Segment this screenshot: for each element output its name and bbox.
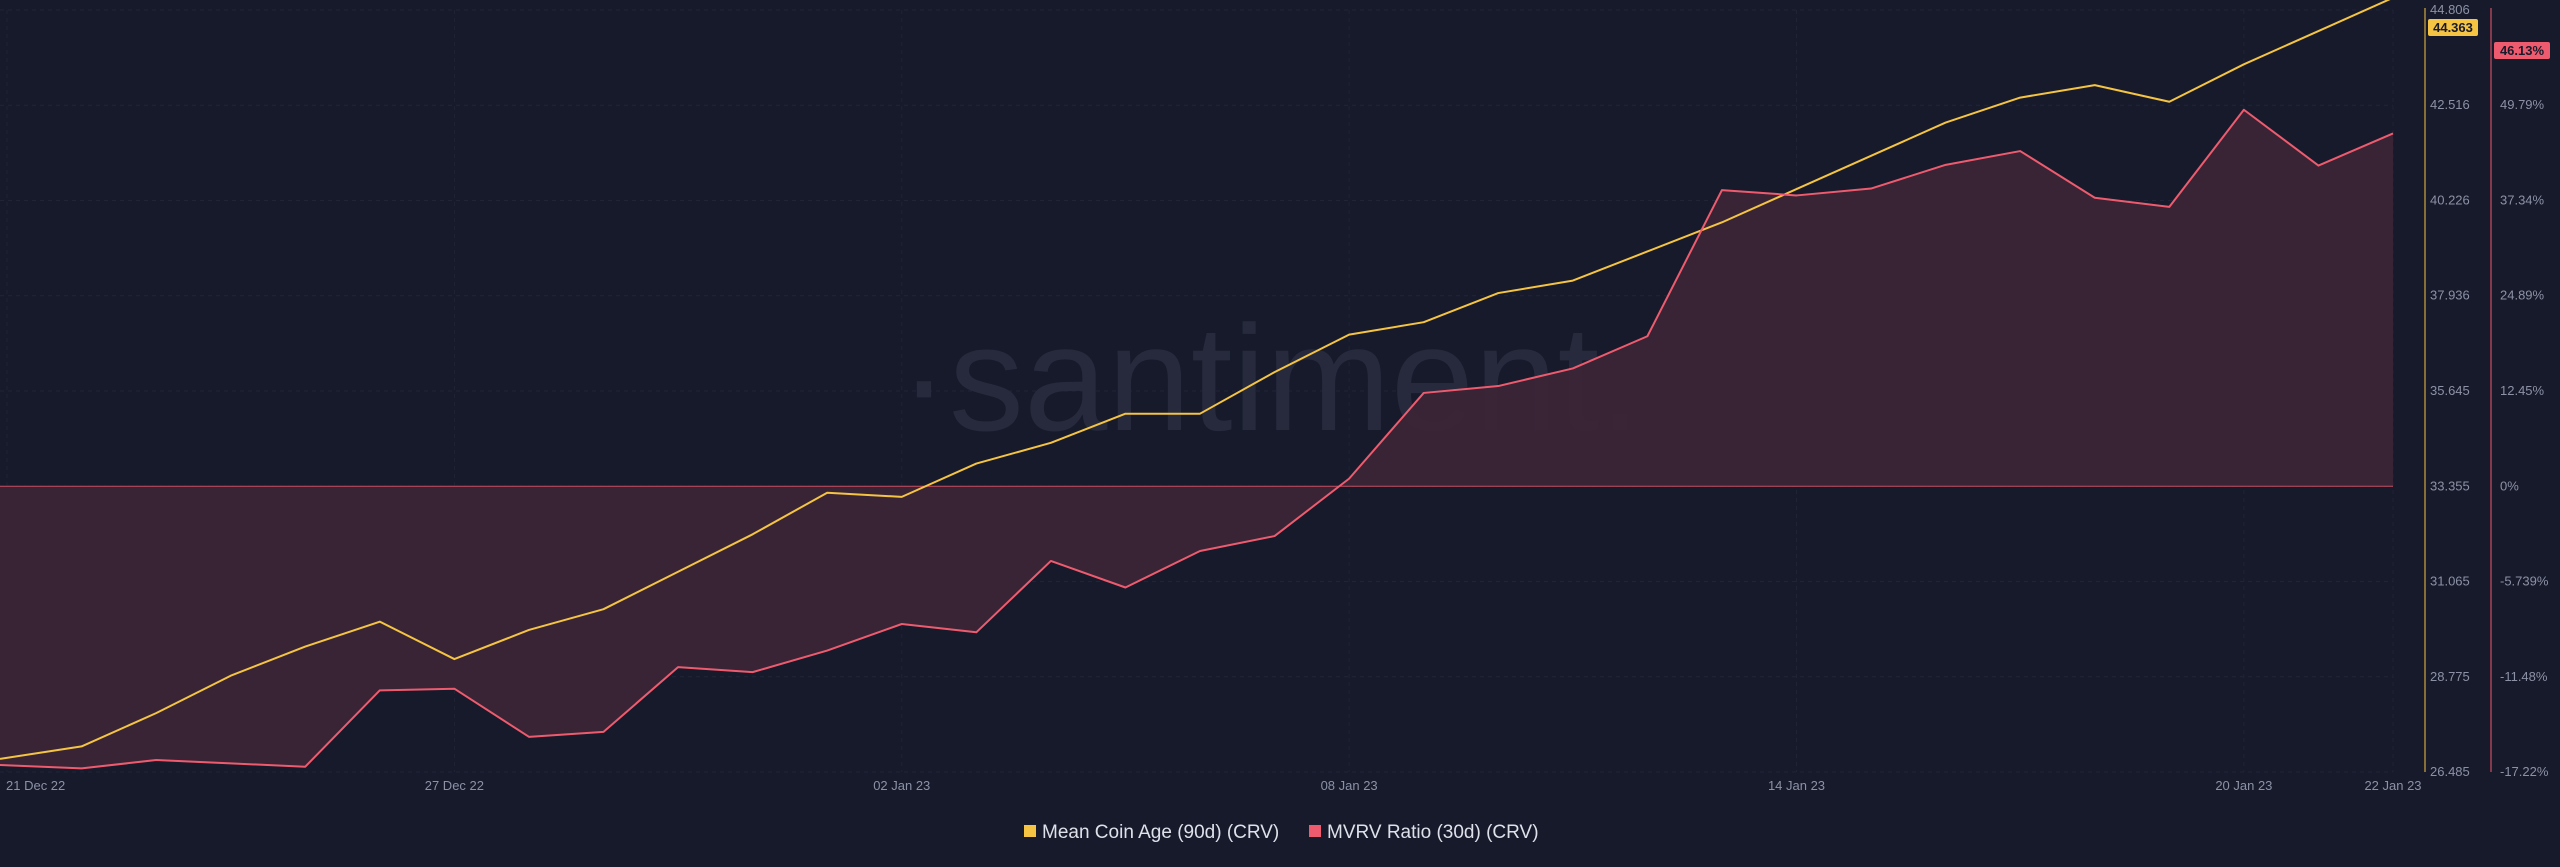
x-axis-tick-label: 27 Dec 22 bbox=[425, 778, 484, 793]
right-axis-tick-label: -17.22% bbox=[2500, 764, 2549, 779]
x-axis-tick-label: 21 Dec 22 bbox=[6, 778, 65, 793]
left-axis-value-badge-text: 44.363 bbox=[2433, 20, 2473, 35]
area-layer bbox=[0, 109, 2393, 769]
legend-label-mean-coin-age[interactable]: Mean Coin Age (90d) (CRV) bbox=[1042, 822, 1279, 843]
left-axis-tick-label: 28.775 bbox=[2430, 669, 2470, 684]
legend-swatch-mvrv-ratio[interactable] bbox=[1309, 825, 1321, 837]
x-axis-tick-label: 22 Jan 23 bbox=[2364, 778, 2421, 793]
right-axis-tick-label: -5.739% bbox=[2500, 574, 2549, 589]
x-axis-tick-label: 02 Jan 23 bbox=[873, 778, 930, 793]
left-axis-tick-label: 37.936 bbox=[2430, 288, 2470, 303]
legend-label-mvrv-ratio[interactable]: MVRV Ratio (30d) (CRV) bbox=[1327, 822, 1539, 843]
x-axis-tick-label: 14 Jan 23 bbox=[1768, 778, 1825, 793]
x-axis-tick-label: 08 Jan 23 bbox=[1321, 778, 1378, 793]
right-axis-tick-label: 49.79% bbox=[2500, 97, 2545, 112]
left-axis-tick-label: 44.806 bbox=[2430, 2, 2470, 17]
left-axis-tick-label: 33.355 bbox=[2430, 478, 2470, 493]
axis-layer: 44.806 42.516 40.226 37.936 35.645 33.355 31.0… bbox=[6, 2, 2549, 793]
left-axis-value-badge bbox=[2428, 19, 2478, 36]
left-axis-tick-label: 35.645 bbox=[2430, 383, 2470, 398]
right-axis-value-badge bbox=[2494, 42, 2550, 59]
left-axis-tick-label: 26.485 bbox=[2430, 764, 2470, 779]
right-axis-tick-label: 0% bbox=[2500, 478, 2519, 493]
right-axis-value-badge-text: 46.13% bbox=[2500, 43, 2545, 58]
legend-swatch-mean-coin-age[interactable] bbox=[1024, 825, 1036, 837]
left-axis-tick-label: 42.516 bbox=[2430, 97, 2470, 112]
series-line-mvrv-ratio[interactable] bbox=[0, 108, 2394, 770]
left-axis-tick-label: 40.226 bbox=[2430, 192, 2470, 207]
right-axis-tick-label: -11.48% bbox=[2500, 669, 2548, 684]
x-axis-tick-label: 20 Jan 23 bbox=[2215, 778, 2272, 793]
right-axis-tick-label: 12.45% bbox=[2500, 383, 2545, 398]
badge-layer: 44.363 46.13% bbox=[2428, 19, 2550, 59]
series-line-mean-coin-age[interactable] bbox=[0, 0, 2393, 760]
left-axis-tick-label: 31.065 bbox=[2430, 574, 2470, 589]
right-axis-tick-label: 37.34% bbox=[2500, 192, 2545, 207]
series-layer bbox=[0, 0, 2394, 770]
legend: Mean Coin Age (90d) (CRV) MVRV Ratio (30… bbox=[1024, 822, 1539, 843]
mvrv-area-fill bbox=[0, 109, 2393, 769]
right-axis-tick-label: 24.89% bbox=[2500, 288, 2545, 303]
